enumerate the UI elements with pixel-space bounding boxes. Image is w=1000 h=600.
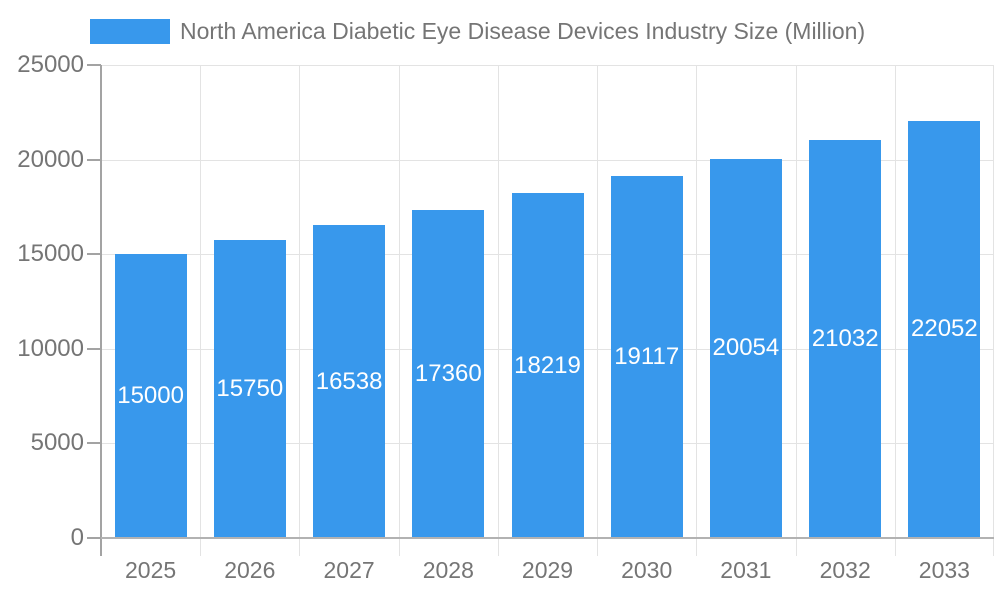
gridline-vertical xyxy=(993,65,994,556)
bar-value-label: 20054 xyxy=(712,334,780,362)
bar: 22052 xyxy=(908,120,981,538)
x-axis-line xyxy=(87,537,994,539)
gridline-vertical xyxy=(498,65,499,556)
bar-value-label: 15750 xyxy=(216,375,284,402)
y-axis-line xyxy=(100,65,102,556)
x-axis-label: 2026 xyxy=(224,557,276,583)
y-axis-tick xyxy=(87,159,101,161)
bar-value-label: 19117 xyxy=(614,343,680,371)
x-axis-label: 2031 xyxy=(720,557,772,583)
gridline-horizontal xyxy=(101,65,994,66)
bar: 16538 xyxy=(313,225,386,538)
bar: 19117 xyxy=(610,176,683,538)
bar: 18219 xyxy=(511,193,584,538)
bar-value-label: 15000 xyxy=(117,382,184,410)
x-axis-label: 2033 xyxy=(918,557,970,583)
y-axis-label: 10000 xyxy=(17,335,84,362)
bar-value-label: 21032 xyxy=(811,325,879,353)
gridline-vertical xyxy=(895,65,896,556)
x-axis-label: 2025 xyxy=(125,557,177,583)
y-axis-label: 5000 xyxy=(30,429,84,456)
x-axis-label: 2028 xyxy=(422,557,474,583)
y-axis-label: 15000 xyxy=(17,240,84,267)
gridline-vertical xyxy=(399,65,400,556)
gridline-vertical xyxy=(597,65,598,556)
bar-value-label: 16538 xyxy=(315,367,383,395)
y-axis-label: 20000 xyxy=(17,146,84,173)
y-axis-tick xyxy=(87,253,101,255)
bar: 21032 xyxy=(809,140,882,538)
x-axis-label: 2030 xyxy=(621,557,673,583)
x-axis-label: 2032 xyxy=(819,557,871,583)
bar: 15750 xyxy=(213,240,286,538)
legend-label: North America Diabetic Eye Disease Devic… xyxy=(180,17,866,44)
y-axis-tick xyxy=(87,442,101,444)
y-axis-tick xyxy=(87,348,101,350)
legend-item[interactable]: North America Diabetic Eye Disease Devic… xyxy=(90,17,865,45)
gridline-vertical xyxy=(696,65,697,556)
bar: 15000 xyxy=(114,254,187,538)
y-axis-label: 0 xyxy=(70,524,84,551)
bar-value-label: 17360 xyxy=(414,359,482,387)
y-axis-label: 25000 xyxy=(17,51,84,78)
x-axis-label: 2027 xyxy=(323,557,375,583)
bar-value-label: 18219 xyxy=(514,351,581,379)
gridline-vertical xyxy=(796,65,797,556)
gridline-vertical xyxy=(200,65,201,556)
gridline-vertical xyxy=(299,65,300,556)
bar: 17360 xyxy=(412,209,485,538)
gridline-horizontal xyxy=(101,160,994,161)
bar-value-label: 22052 xyxy=(911,315,978,343)
bar: 20054 xyxy=(709,158,782,538)
plot-area: 15000 15750 16538 17360 18219 19117 20054 21032… xyxy=(101,65,994,556)
y-axis-tick xyxy=(87,537,101,539)
y-axis-tick xyxy=(87,64,101,66)
legend-swatch xyxy=(90,18,170,44)
x-axis-label: 2029 xyxy=(521,557,574,583)
